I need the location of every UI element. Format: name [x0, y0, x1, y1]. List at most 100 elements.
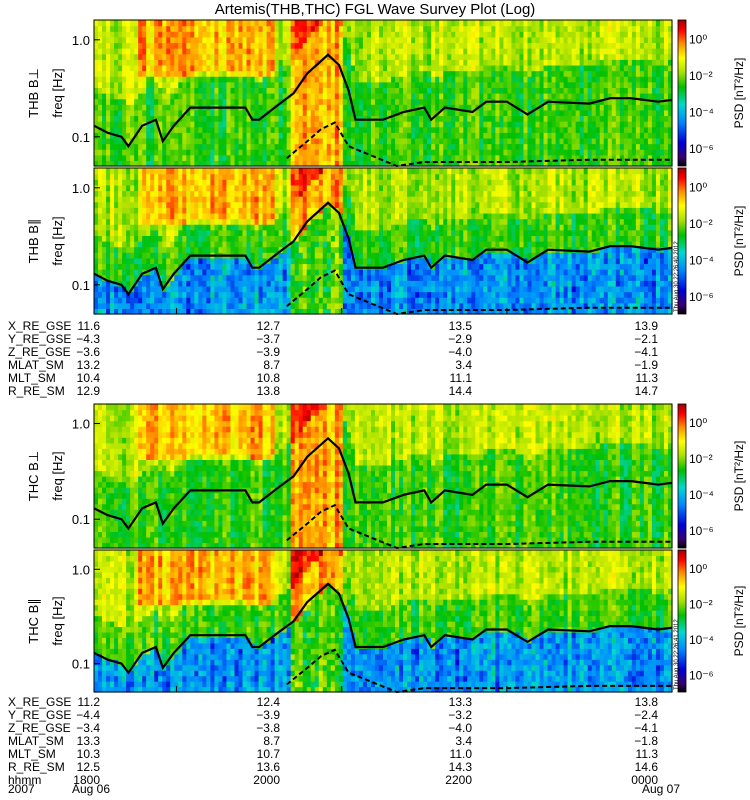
colorbar-tick-2-2: 10⁻⁴	[689, 488, 714, 502]
colorbar-2: 10⁰ 10⁻² 10⁻⁴ 10⁻⁶ PSD [nT²/Hz]	[677, 403, 746, 549]
ephemeris-value: 13.5	[448, 319, 472, 333]
spectrogram-panel-1: 1.0 0.1 THB B∥ freq [Hz]	[26, 167, 673, 316]
ephemeris-table-thc: X_RE_GSE 11.2 12.4 13.3 13.8 Y_RE_GSE −4.4 −3.9…	[0, 696, 750, 787]
ephemeris-value: 2000	[253, 773, 280, 787]
ephemeris-value: −4.0	[448, 721, 472, 735]
ephemeris-value: 11.3	[635, 747, 658, 761]
ephemeris-value: 11.6	[77, 319, 100, 333]
colorbar-tick-0-2: 10⁻⁴	[689, 105, 714, 119]
ephemeris-row-mlat_sm: MLAT_SM 13.3 8.7 3.4 −1.8	[0, 735, 750, 748]
date-end: Aug 07	[642, 782, 681, 796]
colorbar-tick-1-1: 10⁻²	[689, 217, 713, 231]
freq-tick-label-1-1: 0.1	[72, 278, 90, 293]
ephemeris-value: 10.8	[256, 371, 280, 385]
freq-tick-label-3-0: 1.0	[72, 562, 90, 577]
freq-tick-label-1-0: 1.0	[72, 181, 90, 196]
freq-tick-label-2-1: 0.1	[72, 512, 90, 527]
ephemeris-label: MLAT_SM	[8, 734, 64, 748]
ephemeris-value: 13.3	[448, 695, 472, 709]
ephemeris-row-z_re_gse: Z_RE_GSE −3.6 −3.9 −4.0 −4.1	[0, 346, 750, 359]
ephemeris-value: −4.4	[76, 708, 100, 722]
ephemeris-label: Z_RE_GSE	[8, 721, 71, 735]
ephemeris-value: 13.8	[634, 695, 658, 709]
date-footer: 2007 Aug 06 Aug 07	[0, 783, 750, 798]
ephemeris-value: 3.4	[455, 358, 472, 372]
ephemeris-value: 10.4	[76, 371, 100, 385]
colorbar-tick-1-2: 10⁻⁴	[689, 253, 714, 267]
freq-axis-label-3: freq [Hz]	[50, 596, 65, 645]
colorbar-tick-2-0: 10⁰	[689, 416, 707, 430]
ephemeris-value: −4.1	[634, 345, 658, 359]
ephemeris-value: −3.6	[76, 345, 100, 359]
ephemeris-row-y_re_gse: Y_RE_GSE −4.3 −3.7 −2.9 −2.1	[0, 333, 750, 346]
ephemeris-row-y_re_gse: Y_RE_GSE −4.4 −3.9 −3.2 −2.4	[0, 709, 750, 722]
freq-tick-label-0-1: 0.1	[72, 130, 90, 145]
ephemeris-value: 13.9	[634, 319, 658, 333]
ephemeris-value: −3.9	[256, 345, 280, 359]
ephemeris-value: −3.4	[76, 721, 100, 735]
ephemeris-value: −3.8	[256, 721, 280, 735]
ephemeris-label: hhmm	[8, 773, 42, 787]
ephemeris-value: 14.3	[448, 760, 472, 774]
ephemeris-value: −4.0	[448, 345, 472, 359]
gyrofrequency-line-2	[93, 436, 673, 531]
ephemeris-value: −4.3	[76, 332, 100, 346]
colorbar-tick-1-3: 10⁻⁶	[689, 290, 714, 304]
ephemeris-value: 3.4	[455, 734, 472, 748]
panel-label-2: THC B⊥	[26, 451, 41, 501]
plot-timestamp-3: Thu Aug 30 22:26:41 2012	[674, 619, 680, 690]
ephemeris-row-mlat_sm: MLAT_SM 13.2 8.7 3.4 −1.9	[0, 359, 750, 372]
ephemeris-value: 14.7	[634, 384, 658, 398]
colorbar-tick-0-3: 10⁻⁶	[689, 142, 714, 156]
freq-tick-label-2-0: 1.0	[72, 417, 90, 432]
colorbar-tick-3-1: 10⁻²	[689, 597, 713, 611]
ephemeris-value: −4.1	[634, 721, 658, 735]
ephemeris-value: −3.2	[448, 708, 472, 722]
freq-axis-label-2: freq [Hz]	[50, 451, 65, 500]
ephemeris-row-x_re_gse: X_RE_GSE 11.2 12.4 13.3 13.8	[0, 696, 750, 709]
gyrofrequency-dashed-line-0	[286, 121, 672, 168]
colorbar-label-0: PSD [nT²/Hz]	[732, 58, 746, 129]
ephemeris-value: 13.3	[76, 734, 100, 748]
ephemeris-value: 8.7	[263, 358, 280, 372]
ephemeris-value: 8.7	[263, 734, 280, 748]
ephemeris-row-mlt_sm: MLT_SM 10.3 10.7 11.0 11.3	[0, 748, 750, 761]
ephemeris-value: −2.4	[634, 708, 658, 722]
gyrofrequency-dashed-line-2	[286, 503, 672, 550]
ephemeris-value: 13.6	[256, 760, 280, 774]
date-year: 2007	[8, 782, 35, 796]
ephemeris-row-r_re_sm: R_RE_SM 12.9 13.8 14.4 14.7	[0, 385, 750, 398]
ephemeris-value: 11.3	[635, 371, 658, 385]
ephemeris-value: 11.2	[77, 695, 100, 709]
ephemeris-value: 11.1	[449, 371, 472, 385]
chart-title: Artemis(THB,THC) FGL Wave Survey Plot (L…	[214, 1, 536, 18]
ephemeris-value: 12.7	[256, 319, 280, 333]
colorbar-tick-1-0: 10⁰	[689, 180, 707, 194]
ephemeris-label: R_RE_SM	[8, 384, 65, 398]
colorbar-tick-2-1: 10⁻²	[689, 452, 713, 466]
spectrogram-panel-0: 1.0 0.1 THB B⊥ freq [Hz]	[26, 19, 673, 168]
spectrogram-panel-2: 1.0 0.1 THC B⊥ freq [Hz]	[26, 403, 673, 550]
ephemeris-label: R_RE_SM	[8, 760, 65, 774]
ephemeris-value: 2200	[445, 773, 472, 787]
panel-label-3: THC B∥	[26, 598, 41, 644]
ephemeris-value: 14.6	[634, 760, 658, 774]
panel-label-1: THB B∥	[26, 219, 41, 264]
ephemeris-value: 13.2	[76, 358, 100, 372]
colorbar-tick-0-0: 10⁰	[689, 32, 707, 46]
gyrofrequency-dashed-line-1	[286, 269, 672, 316]
ephemeris-value: −1.9	[634, 358, 658, 372]
colorbar-label-3: PSD [nT²/Hz]	[732, 586, 746, 657]
ephemeris-label: MLT_SM	[8, 747, 56, 761]
ephemeris-value: −3.7	[256, 332, 280, 346]
freq-tick-label-3-1: 0.1	[72, 657, 90, 672]
ephemeris-label: Z_RE_GSE	[8, 345, 71, 359]
plot-timestamp-1: Thu Aug 30 22:26:40 2012	[674, 241, 680, 312]
ephemeris-value: 12.4	[256, 695, 280, 709]
ephemeris-value: 10.3	[76, 747, 100, 761]
ephemeris-value: −2.1	[634, 332, 658, 346]
ephemeris-value: −3.9	[256, 708, 280, 722]
spectrogram-panel-3: 1.0 0.1 THC B∥ freq [Hz]	[26, 549, 673, 694]
colorbar-tick-2-3: 10⁻⁶	[689, 524, 714, 538]
